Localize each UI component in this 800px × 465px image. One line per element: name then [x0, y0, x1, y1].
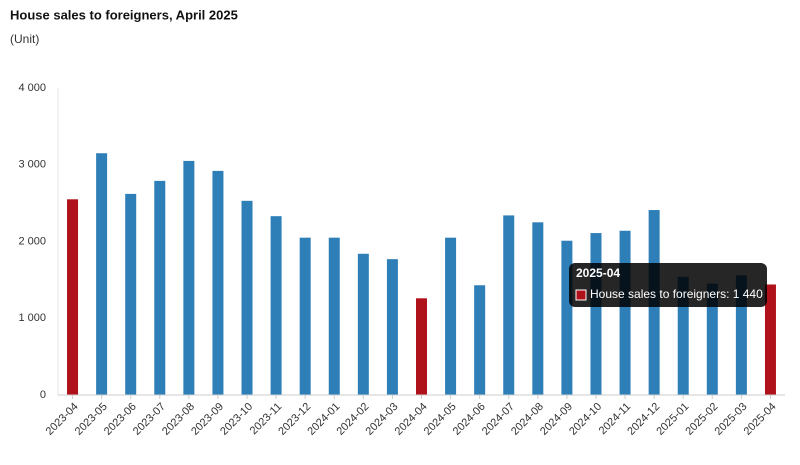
x-tick-label: 2024-10	[567, 401, 604, 438]
chart-subtitle: (Unit)	[10, 32, 39, 46]
bar	[590, 233, 602, 395]
bar	[445, 237, 457, 395]
bar	[561, 240, 573, 395]
tooltip-box	[569, 263, 767, 307]
bar	[474, 285, 486, 395]
y-tick-label: 4 000	[18, 82, 46, 94]
bar	[328, 237, 340, 395]
y-tick-label: 2 000	[18, 235, 46, 247]
bar	[532, 222, 544, 395]
tooltip: 2025-04 House sales to foreigners: 1 440	[569, 263, 767, 307]
bar	[96, 153, 108, 395]
bar	[706, 283, 718, 395]
y-tick-label: 1 000	[18, 312, 46, 324]
bar	[154, 180, 166, 395]
bar	[357, 253, 369, 395]
chart-title: House sales to foreigners, April 2025	[10, 7, 238, 22]
bar	[212, 170, 224, 395]
bar	[241, 200, 253, 395]
bar	[183, 160, 195, 395]
y-tick-label: 0	[40, 389, 46, 401]
bar	[416, 298, 427, 395]
y-tick-label: 3 000	[18, 159, 46, 171]
bar	[735, 275, 747, 395]
tooltip-text: House sales to foreigners: 1 440	[590, 287, 763, 301]
bar	[503, 215, 515, 395]
bar	[270, 216, 282, 395]
x-tick-label: 2025-04	[742, 401, 779, 438]
tooltip-swatch	[575, 289, 587, 301]
bar	[619, 230, 631, 395]
bar	[299, 237, 311, 395]
x-tick-label: 2023-10	[218, 401, 255, 438]
bar	[125, 193, 137, 395]
bar	[67, 199, 79, 395]
tooltip-title: 2025-04	[576, 266, 620, 280]
bar	[764, 284, 776, 395]
bar	[386, 259, 398, 395]
bar	[677, 276, 689, 395]
